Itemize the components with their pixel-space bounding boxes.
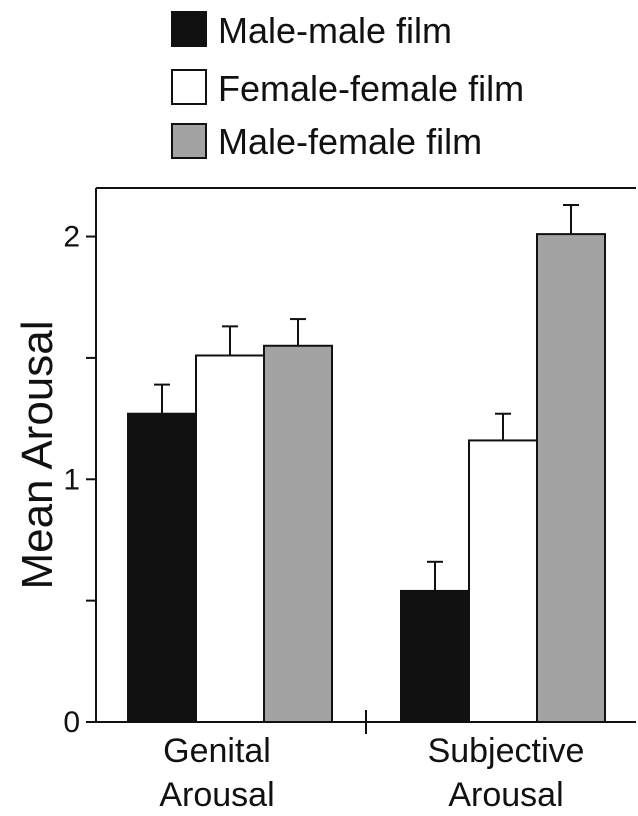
bar-cat1-series1 bbox=[468, 439, 538, 723]
y-tick-label-4: 2 bbox=[63, 221, 80, 254]
legend-swatch-male-female bbox=[171, 123, 207, 159]
legend-swatch-male-male bbox=[171, 11, 207, 47]
x-axis-category-labels: Genital Arousal Subjective Arousal bbox=[159, 732, 584, 814]
x-category-label-1-line2: Arousal bbox=[448, 776, 563, 814]
bar-cat0-series1 bbox=[195, 354, 265, 723]
bar-cat0-series2 bbox=[263, 344, 333, 723]
plot-area bbox=[127, 203, 606, 723]
y-axis-ticks: 0 1 2 bbox=[63, 221, 96, 739]
legend-label-female-female: Female-female film bbox=[218, 68, 524, 109]
legend-label-male-female: Male-female film bbox=[218, 121, 482, 162]
x-category-label-1-line1: Subjective bbox=[428, 732, 585, 770]
legend-label-male-male: Male-male film bbox=[218, 10, 452, 51]
legend-swatch-female-female bbox=[171, 69, 207, 105]
bar-cat1-series2 bbox=[536, 233, 606, 723]
legend: Male-male film Female-female film Male-f… bbox=[171, 10, 524, 162]
x-category-label-0-line2: Arousal bbox=[159, 776, 274, 814]
x-category-label-0-line1: Genital bbox=[163, 732, 271, 770]
bar-cat0-series0 bbox=[127, 412, 197, 723]
y-tick-label-2: 1 bbox=[63, 463, 80, 496]
y-axis-title: Mean Arousal bbox=[13, 320, 62, 589]
y-tick-label-0: 0 bbox=[63, 706, 80, 739]
bar-cat1-series0 bbox=[400, 589, 470, 723]
